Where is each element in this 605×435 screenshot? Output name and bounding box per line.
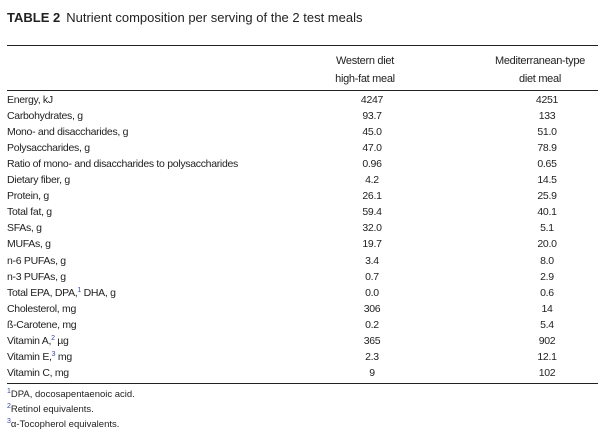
- mediterranean-value: 40.1: [537, 206, 557, 219]
- row-label: ß-Carotene, mg: [7, 318, 77, 331]
- table-row: Dietary fiber, g 4.2 14.5: [7, 172, 598, 188]
- western-value: 4.2: [365, 174, 379, 187]
- row-label: n-3 PUFAs, g: [7, 270, 66, 283]
- table-row: Total EPA, DPA,1 DHA, g 0.0 0.6: [7, 285, 598, 301]
- footnote-text: Retinol equivalents.: [10, 404, 94, 415]
- mediterranean-value: 12.1: [537, 350, 557, 363]
- western-value: 0.7: [365, 270, 379, 283]
- footnote-ref[interactable]: 1: [77, 286, 81, 294]
- table-row: n-3 PUFAs, g 0.7 2.9: [7, 269, 598, 285]
- row-label: Vitamin E,3 mg: [7, 350, 72, 363]
- footnote: 3α-Tocopherol equivalents.: [7, 418, 120, 430]
- western-value: 0.0: [365, 286, 379, 299]
- column-header-line: Mediterranean-type: [495, 55, 585, 67]
- table-row: MUFAs, g 19.7 20.0: [7, 236, 598, 252]
- mediterranean-value: 2.9: [540, 270, 554, 283]
- mediterranean-value: 25.9: [537, 190, 557, 203]
- table-row: Vitamin C, mg 9 102: [7, 365, 598, 381]
- header-rule: [7, 90, 598, 91]
- row-label: Polysaccharides, g: [7, 142, 90, 155]
- western-value: 0.96: [362, 158, 382, 171]
- footnote-text: DPA, docosapentaenoic acid.: [10, 389, 135, 400]
- row-label: Protein, g: [7, 190, 49, 203]
- footnote-text: α-Tocopherol equivalents.: [10, 419, 120, 430]
- row-label: SFAs, g: [7, 222, 42, 235]
- row-label: Total EPA, DPA,1 DHA, g: [7, 286, 116, 299]
- column-header-western: Western diet high-fat meal: [310, 52, 420, 88]
- mediterranean-value: 20.0: [537, 238, 557, 251]
- western-value: 32.0: [362, 222, 382, 235]
- bottom-rule: [7, 383, 598, 384]
- row-label: Carbohydrates, g: [7, 110, 83, 123]
- table-row: Polysaccharides, g 47.0 78.9: [7, 140, 598, 156]
- western-value: 365: [363, 334, 381, 347]
- mediterranean-value: 8.0: [540, 254, 554, 267]
- western-value: 9: [369, 366, 375, 379]
- row-label: MUFAs, g: [7, 238, 51, 251]
- mediterranean-value: 51.0: [537, 126, 557, 139]
- footnote-mark: 1: [7, 388, 11, 395]
- western-value: 3.4: [365, 254, 379, 267]
- western-value: 47.0: [362, 142, 382, 155]
- western-value: 93.7: [362, 110, 382, 123]
- table-row: Mono- and disaccharides, g 45.0 51.0: [7, 124, 598, 140]
- table-label: TABLE 2: [7, 10, 61, 25]
- table-row: Protein, g 26.1 25.9: [7, 188, 598, 204]
- mediterranean-value: 133: [538, 110, 556, 123]
- table-row: Energy, kJ 4247 4251: [7, 92, 598, 108]
- western-value: 4247: [360, 94, 384, 106]
- column-header-line: diet meal: [519, 73, 561, 85]
- column-header-mediterranean: Mediterranean-type diet meal: [480, 52, 600, 88]
- row-label: Mono- and disaccharides, g: [7, 126, 129, 139]
- mediterranean-value: 102: [538, 366, 556, 379]
- table-row: Vitamin A,2 µg 365 902: [7, 333, 598, 349]
- mediterranean-value: 902: [538, 334, 556, 347]
- footnote: 2Retinol equivalents.: [7, 403, 94, 415]
- row-label: Dietary fiber, g: [7, 174, 70, 187]
- mediterranean-value: 0.6: [540, 286, 554, 299]
- table-row: Carbohydrates, g 93.7 133: [7, 108, 598, 124]
- footnote-ref[interactable]: 3: [51, 350, 56, 358]
- row-label: Vitamin A,2 µg: [7, 334, 69, 347]
- western-value: 45.0: [362, 126, 382, 139]
- western-value: 59.4: [362, 206, 382, 219]
- row-label: Total fat, g: [7, 206, 52, 219]
- mediterranean-value: 5.1: [540, 222, 554, 235]
- footnote: 1DPA, docosapentaenoic acid.: [7, 388, 135, 400]
- footnote-mark: 3: [7, 418, 11, 425]
- row-label: Ratio of mono- and disaccharides to poly…: [7, 158, 238, 171]
- western-value: 0.2: [365, 318, 379, 331]
- row-label: Energy, kJ: [7, 94, 53, 106]
- row-label: Cholesterol, mg: [7, 302, 77, 315]
- column-header-line: Western diet: [336, 55, 394, 67]
- table-title: TABLE 2 Nutrient composition per serving …: [7, 10, 362, 25]
- top-rule: [7, 45, 598, 46]
- mediterranean-value: 5.4: [540, 318, 554, 331]
- western-value: 2.3: [365, 350, 379, 363]
- footnote-mark: 2: [7, 403, 11, 410]
- table-row: Vitamin E,3 mg 2.3 12.1: [7, 349, 598, 365]
- mediterranean-value: 4251: [535, 94, 559, 106]
- row-label: n-6 PUFAs, g: [7, 254, 66, 267]
- table-row: SFAs, g 32.0 5.1: [7, 220, 598, 236]
- row-label: Vitamin C, mg: [7, 366, 69, 379]
- table-row: n-6 PUFAs, g 3.4 8.0: [7, 253, 598, 269]
- mediterranean-value: 14: [541, 302, 553, 315]
- mediterranean-value: 0.65: [537, 158, 557, 171]
- table-row: ß-Carotene, mg 0.2 5.4: [7, 317, 598, 333]
- mediterranean-value: 78.9: [537, 142, 557, 155]
- table-caption: Nutrient composition per serving of the …: [66, 10, 363, 25]
- table-row: Cholesterol, mg 306 14: [7, 301, 598, 317]
- mediterranean-value: 14.5: [537, 174, 557, 187]
- table-row: Total fat, g 59.4 40.1: [7, 204, 598, 220]
- footnote-ref[interactable]: 2: [51, 334, 55, 342]
- column-header-line: high-fat meal: [335, 73, 395, 85]
- western-value: 19.7: [362, 238, 382, 251]
- western-value: 306: [363, 302, 381, 315]
- table-row: Ratio of mono- and disaccharides to poly…: [7, 156, 598, 172]
- western-value: 26.1: [362, 190, 382, 203]
